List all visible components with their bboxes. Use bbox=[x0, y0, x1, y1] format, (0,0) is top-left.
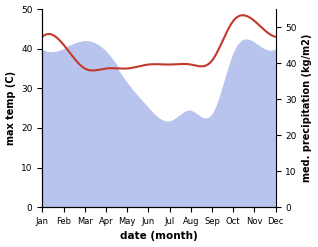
X-axis label: date (month): date (month) bbox=[120, 231, 198, 242]
Y-axis label: max temp (C): max temp (C) bbox=[5, 71, 16, 145]
Y-axis label: med. precipitation (kg/m2): med. precipitation (kg/m2) bbox=[302, 34, 313, 182]
